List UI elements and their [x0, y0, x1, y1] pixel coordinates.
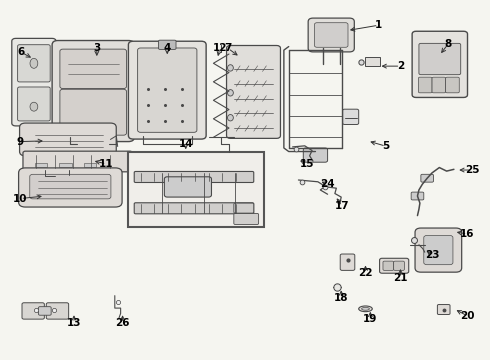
Ellipse shape	[227, 114, 233, 121]
FancyBboxPatch shape	[60, 89, 126, 135]
Text: 6: 6	[17, 47, 24, 57]
FancyBboxPatch shape	[18, 87, 50, 121]
FancyBboxPatch shape	[18, 45, 50, 82]
Text: 4: 4	[164, 43, 171, 53]
Text: 16: 16	[460, 229, 475, 239]
Ellipse shape	[30, 102, 38, 111]
FancyBboxPatch shape	[365, 57, 380, 66]
FancyBboxPatch shape	[383, 261, 393, 270]
FancyBboxPatch shape	[60, 49, 126, 89]
FancyBboxPatch shape	[308, 18, 354, 52]
FancyBboxPatch shape	[393, 261, 404, 270]
Bar	[59, 163, 72, 167]
Text: 23: 23	[425, 251, 440, 260]
FancyBboxPatch shape	[412, 31, 467, 98]
FancyBboxPatch shape	[380, 258, 409, 273]
Text: 19: 19	[363, 315, 377, 324]
Text: 17: 17	[335, 201, 349, 211]
Ellipse shape	[227, 90, 233, 96]
Bar	[35, 163, 47, 167]
FancyBboxPatch shape	[234, 203, 254, 213]
Text: 3: 3	[93, 43, 100, 53]
FancyBboxPatch shape	[164, 177, 212, 197]
FancyBboxPatch shape	[343, 109, 359, 125]
FancyBboxPatch shape	[19, 168, 122, 207]
FancyBboxPatch shape	[134, 203, 254, 214]
FancyBboxPatch shape	[159, 40, 176, 49]
FancyBboxPatch shape	[340, 254, 355, 270]
FancyBboxPatch shape	[432, 77, 445, 93]
FancyBboxPatch shape	[415, 228, 462, 272]
FancyBboxPatch shape	[445, 77, 459, 93]
Text: 5: 5	[382, 141, 390, 151]
Ellipse shape	[227, 65, 233, 71]
Text: 26: 26	[115, 318, 130, 328]
FancyBboxPatch shape	[20, 123, 116, 156]
Text: 24: 24	[320, 179, 335, 189]
FancyBboxPatch shape	[128, 41, 206, 139]
Text: 11: 11	[99, 159, 114, 169]
FancyBboxPatch shape	[234, 213, 259, 225]
Text: 8: 8	[444, 39, 452, 49]
Bar	[128, 152, 265, 227]
FancyBboxPatch shape	[138, 48, 197, 132]
Ellipse shape	[359, 306, 372, 312]
FancyBboxPatch shape	[419, 43, 461, 75]
FancyBboxPatch shape	[39, 307, 51, 315]
FancyBboxPatch shape	[411, 192, 424, 200]
Text: 22: 22	[358, 268, 373, 278]
FancyBboxPatch shape	[421, 174, 434, 182]
Text: 20: 20	[460, 311, 475, 321]
FancyBboxPatch shape	[424, 235, 453, 265]
FancyBboxPatch shape	[23, 151, 132, 172]
Text: 12: 12	[213, 43, 227, 53]
Text: 13: 13	[67, 318, 81, 328]
Text: 7: 7	[224, 43, 232, 53]
Text: 18: 18	[334, 293, 348, 303]
Text: 25: 25	[465, 165, 480, 175]
FancyBboxPatch shape	[46, 303, 69, 319]
Text: 2: 2	[397, 61, 404, 71]
FancyBboxPatch shape	[30, 174, 111, 199]
Text: 1: 1	[375, 20, 382, 30]
FancyBboxPatch shape	[52, 41, 134, 141]
Text: 10: 10	[13, 194, 28, 203]
FancyBboxPatch shape	[12, 39, 56, 126]
FancyBboxPatch shape	[303, 148, 328, 162]
FancyBboxPatch shape	[315, 23, 348, 47]
FancyBboxPatch shape	[226, 45, 280, 138]
FancyBboxPatch shape	[22, 303, 45, 319]
FancyBboxPatch shape	[418, 77, 432, 93]
Ellipse shape	[30, 58, 38, 68]
Text: 9: 9	[17, 136, 24, 147]
Text: 15: 15	[300, 159, 315, 169]
Text: 14: 14	[178, 139, 193, 149]
Ellipse shape	[362, 307, 369, 310]
Text: 21: 21	[393, 273, 408, 283]
FancyBboxPatch shape	[134, 171, 254, 183]
Bar	[84, 163, 96, 167]
FancyBboxPatch shape	[438, 305, 450, 315]
